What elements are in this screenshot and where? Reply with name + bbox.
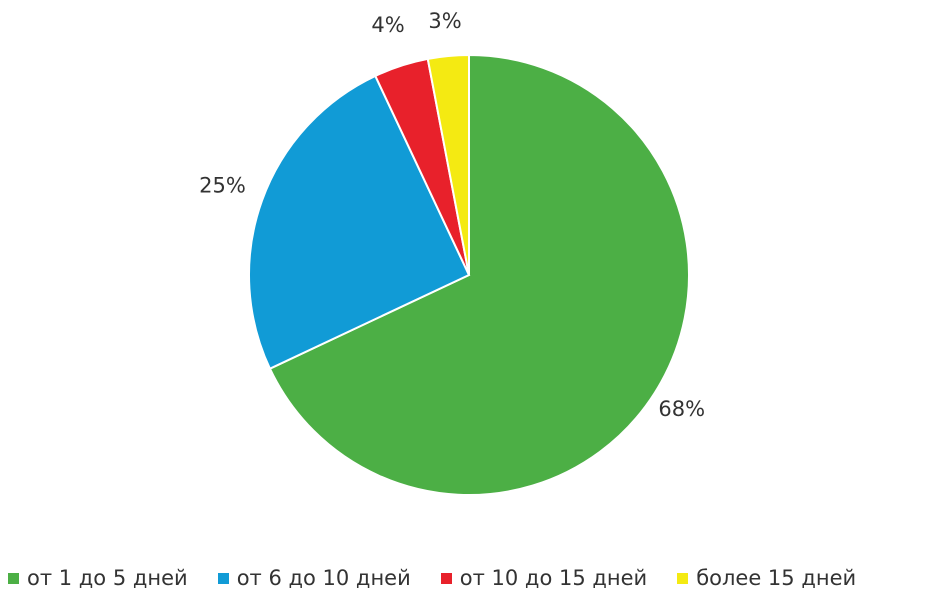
pie-value-label-3: 4%: [371, 13, 404, 37]
pie-slices: [248, 53, 690, 496]
pie-value-labels: 68% 25% 4% 3%: [199, 9, 705, 421]
legend-swatch-2: [217, 572, 229, 584]
legend-item-1: от 1 до 5 дней: [8, 566, 188, 590]
pie-slice-1: [268, 53, 690, 496]
legend-label-4: более 15 дней: [696, 566, 857, 590]
pie-value-label-1: 68%: [658, 397, 705, 421]
pie-slice-4: [426, 53, 470, 276]
pie-value-label-4: 3%: [428, 9, 461, 33]
legend-label-3: от 10 до 15 дней: [459, 566, 648, 590]
legend-item-3: от 10 до 15 дней: [440, 566, 648, 590]
legend-swatch-4: [677, 572, 689, 584]
legend-swatch-3: [440, 572, 452, 584]
pie-slice-2: [248, 74, 471, 371]
legend-label-1: от 1 до 5 дней: [27, 566, 188, 590]
pie-value-label-2: 25%: [199, 173, 246, 197]
legend-item-2: от 6 до 10 дней: [217, 566, 411, 590]
legend-swatch-1: [8, 572, 19, 584]
legend-label-2: от 6 до 10 дней: [236, 566, 411, 590]
legend-item-4: более 15 дней: [677, 566, 856, 590]
chart-legend: от 1 до 5 дней от 6 до 10 дней от 10 до 15…: [8, 562, 938, 594]
